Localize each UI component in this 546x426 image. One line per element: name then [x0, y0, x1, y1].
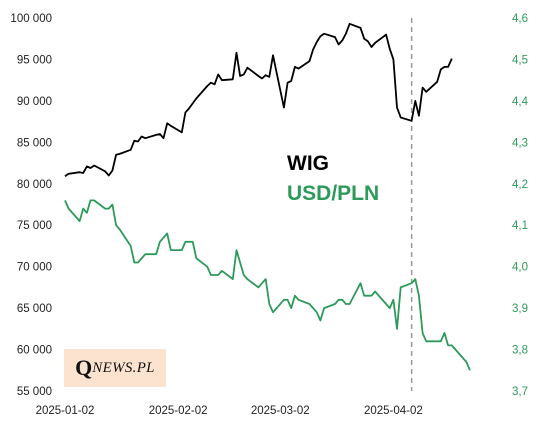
x-tick-label: 2025-03-02 — [251, 405, 310, 417]
right-tick-label: 4,5 — [512, 54, 528, 66]
right-tick-label: 3,7 — [512, 386, 528, 398]
x-tick-label: 2025-01-02 — [36, 405, 95, 417]
left-tick-label: 70 000 — [17, 262, 52, 274]
left-tick-label: 75 000 — [17, 220, 52, 232]
right-tick-label: 4,2 — [512, 179, 528, 191]
left-tick-label: 90 000 — [17, 96, 52, 108]
right-tick-label: 3,9 — [512, 303, 528, 315]
right-tick-label: 4,4 — [512, 96, 529, 108]
qnews-logo: Q NEWS.PL — [64, 349, 166, 387]
left-tick-label: 60 000 — [17, 345, 52, 357]
right-tick-label: 4,6 — [512, 13, 528, 25]
left-tick-label: 85 000 — [17, 137, 52, 149]
logo-rest: NEWS.PL — [92, 359, 155, 376]
left-tick-label: 80 000 — [17, 179, 52, 191]
right-tick-label: 3,8 — [512, 345, 528, 357]
right-tick-label: 4,0 — [512, 262, 528, 274]
right-tick-label: 4,3 — [512, 137, 528, 149]
x-axis-ticks: 2025-01-02 2025-02-02 2025-03-02 2025-04-02 — [36, 405, 423, 417]
left-tick-label: 55 000 — [17, 386, 52, 398]
left-tick-label: 95 000 — [17, 54, 52, 66]
legend-wig: WIG — [287, 152, 329, 175]
series-line-wig — [64, 22, 453, 178]
logo-initial: Q — [75, 355, 93, 380]
legend-usdpln: USD/PLN — [287, 182, 379, 205]
series-line-usdpln — [64, 199, 471, 371]
right-tick-label: 4,1 — [512, 220, 528, 232]
left-axis-ticks: 100 000 95 000 90 000 85 000 80 000 75 000 70 … — [10, 13, 52, 398]
x-tick-label: 2025-02-02 — [149, 405, 208, 417]
left-tick-label: 65 000 — [17, 303, 52, 315]
x-tick-label: 2025-04-02 — [364, 405, 423, 417]
right-axis-ticks: 4,6 4,5 4,4 4,3 4,2 4,1 4,0 3,9 3,8 3,7 — [512, 13, 529, 398]
left-tick-label: 100 000 — [10, 13, 52, 25]
